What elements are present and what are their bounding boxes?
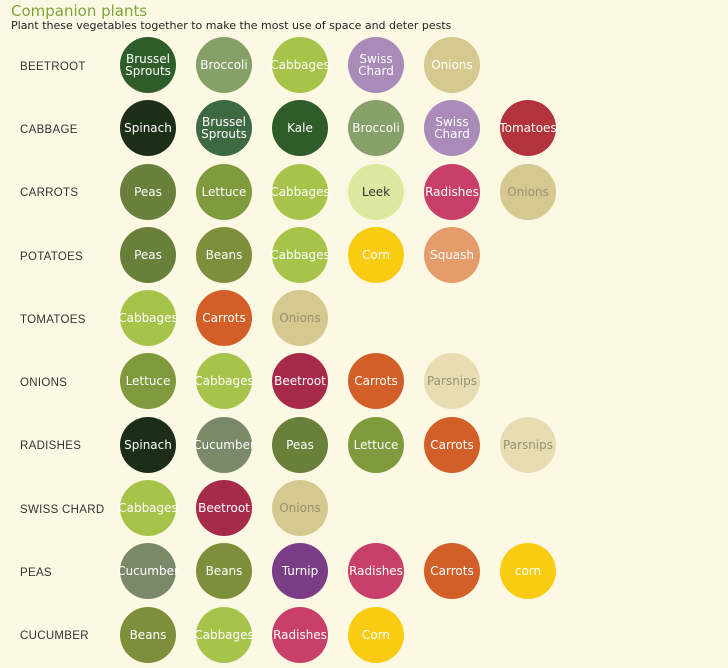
plant-circle[interactable]: Corn [348, 226, 404, 283]
companion-row: BEETROOT Brussel Sprouts Broccoli Cabbages S… [0, 35, 728, 98]
plant-circle[interactable]: Kale [272, 100, 328, 157]
plant-circle[interactable]: Tomatoes [499, 100, 557, 157]
plant-list: Cabbages Beetroot Onions [118, 480, 348, 537]
plant-circle[interactable]: Lettuce [196, 163, 252, 220]
plant-circle[interactable]: Carrots [424, 543, 480, 600]
row-label: CUCUMBER [20, 630, 89, 643]
plant-circle[interactable]: Spinach [120, 100, 176, 157]
companion-table: BEETROOT Brussel Sprouts Broccoli Cabbages S… [0, 35, 728, 668]
companion-row: PEAS Cucumber Beans Turnip Radishes Carrots co… [0, 541, 728, 604]
row-label: RADISHES [20, 440, 82, 453]
plant-circle[interactable]: Radishes [424, 163, 480, 220]
plant-circle[interactable]: Beetroot [196, 480, 252, 537]
plant-circle[interactable]: Cabbages [194, 606, 254, 663]
plant-circle[interactable]: Onions [272, 290, 328, 347]
row-label: ONIONS [20, 377, 68, 390]
companion-row: POTATOES Peas Beans Cabbages Corn Squash [0, 225, 728, 288]
plant-circle[interactable]: Radishes [348, 543, 404, 600]
companion-row: CABBAGE Spinach Brussel Sprouts Kale Broccol… [0, 98, 728, 161]
plant-circle[interactable]: Peas [272, 416, 328, 473]
companion-row: CUCUMBER Beans Cabbages Radishes Corn [0, 605, 728, 668]
plant-circle[interactable]: Radishes [272, 606, 328, 663]
plant-circle[interactable]: Swiss Chard [348, 37, 404, 93]
plant-circle[interactable]: Cabbages [118, 480, 178, 537]
row-label: TOMATOES [20, 313, 86, 326]
plant-circle[interactable]: Cabbages [194, 353, 254, 410]
plant-circle[interactable]: Beans [196, 226, 252, 283]
row-label: PEAS [20, 567, 52, 580]
plant-circle[interactable]: Cucumber [193, 416, 255, 473]
plant-circle[interactable]: Onions [272, 480, 328, 537]
plant-circle[interactable]: Brussel Sprouts [120, 37, 176, 93]
companion-row: SWISS CHARD Cabbages Beetroot Onions [0, 478, 728, 541]
plant-circle[interactable]: Peas [120, 163, 176, 220]
plant-list: Spinach Cucumber Peas Lettuce Carrots Parsnip… [120, 416, 576, 473]
plant-circle[interactable]: Peas [120, 226, 176, 283]
plant-circle[interactable]: Lettuce [348, 416, 404, 473]
plant-list: Peas Lettuce Cabbages Leek Radishes Onions [120, 163, 576, 220]
row-label: CABBAGE [20, 123, 78, 136]
plant-list: Peas Beans Cabbages Corn Squash [120, 226, 500, 283]
plant-circle[interactable]: corn [500, 543, 556, 600]
plant-circle[interactable]: Leek [348, 163, 404, 220]
plant-list: Beans Cabbages Radishes Corn [120, 606, 424, 663]
plant-circle[interactable]: Cabbages [270, 163, 330, 220]
row-label: BEETROOT [20, 60, 86, 73]
plant-circle[interactable]: Beetroot [272, 353, 328, 410]
plant-circle[interactable]: Carrots [424, 416, 480, 473]
plant-circle[interactable]: Onions [500, 163, 556, 220]
plant-list: Brussel Sprouts Broccoli Cabbages Swiss Cha… [120, 37, 500, 93]
plant-circle[interactable]: Parsnips [500, 416, 556, 473]
companion-row: RADISHES Spinach Cucumber Peas Lettuce Carrot… [0, 415, 728, 478]
plant-circle[interactable]: Turnip [272, 543, 328, 600]
plant-list: Cucumber Beans Turnip Radishes Carrots corn [117, 543, 576, 600]
page-title: Companion plants [11, 2, 148, 20]
plant-circle[interactable]: Cucumber [117, 543, 179, 600]
plant-circle[interactable]: Beans [196, 543, 252, 600]
plant-list: Cabbages Carrots Onions [118, 290, 348, 347]
row-label: SWISS CHARD [20, 503, 105, 516]
plant-circle[interactable]: Squash [424, 226, 480, 283]
plant-circle[interactable]: Onions [424, 37, 480, 93]
row-label: POTATOES [20, 250, 84, 263]
plant-circle[interactable]: Beans [120, 606, 176, 663]
plant-circle[interactable]: Spinach [120, 416, 176, 473]
plant-circle[interactable]: Lettuce [120, 353, 176, 410]
companion-row: CARROTS Peas Lettuce Cabbages Leek Radishes On… [0, 162, 728, 225]
plant-circle[interactable]: Carrots [196, 290, 252, 347]
companion-row: ONIONS Lettuce Cabbages Beetroot Carrots Pars… [0, 351, 728, 414]
row-label: CARROTS [20, 187, 79, 200]
plant-circle[interactable]: Parsnips [424, 353, 480, 410]
plant-list: Lettuce Cabbages Beetroot Carrots Parsnips [120, 353, 500, 410]
plant-circle[interactable]: Brussel Sprouts [196, 100, 252, 157]
plant-circle[interactable]: Carrots [348, 353, 404, 410]
plant-circle[interactable]: Cabbages [270, 226, 330, 283]
page-subtitle: Plant these vegetables together to make … [11, 19, 452, 32]
plant-circle[interactable]: Corn [348, 606, 404, 663]
plant-circle[interactable]: Cabbages [118, 290, 178, 347]
companion-row: TOMATOES Cabbages Carrots Onions [0, 288, 728, 351]
plant-circle[interactable]: Swiss Chard [424, 100, 480, 157]
plant-list: Spinach Brussel Sprouts Kale Broccoli Swiss … [120, 100, 576, 157]
plant-circle[interactable]: Broccoli [196, 37, 252, 93]
plant-circle[interactable]: Cabbages [270, 37, 330, 93]
plant-circle[interactable]: Broccoli [348, 100, 404, 157]
